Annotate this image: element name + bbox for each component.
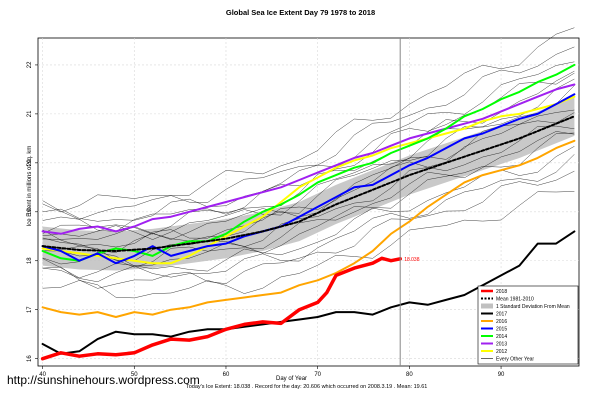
watermark-url[interactable]: http://sunshinehours.wordpress.com <box>7 373 200 387</box>
legend-label: 2017 <box>496 312 507 318</box>
every-other-year-line <box>42 170 575 289</box>
every-other-year-line <box>42 109 575 248</box>
legend-label: 2014 <box>496 334 507 340</box>
legend-label: 2016 <box>496 319 507 325</box>
x-tick-label: 60 <box>223 372 230 378</box>
y-axis-label: Ice Extent in millions of sq. km <box>27 145 33 227</box>
y-tick-label: 21 <box>27 110 33 117</box>
series-line-2016 <box>41 139 576 318</box>
highlight-series <box>40 63 576 361</box>
every-other-year-line <box>42 191 575 299</box>
plot-frame <box>37 37 580 367</box>
legend-label: Mean 1981-2010 <box>496 297 534 303</box>
every-other-year-line <box>42 46 575 220</box>
legend-box <box>477 285 579 365</box>
every-other-year-line <box>42 154 575 283</box>
legend-label: 2012 <box>496 349 507 355</box>
every-other-year-line <box>42 78 575 240</box>
chart-title: Global Sea Ice Extent Day 79 1978 to 201… <box>225 8 376 17</box>
every-other-year-line <box>42 132 575 267</box>
std-band <box>42 96 575 271</box>
x-tick-label: 40 <box>39 372 46 378</box>
series-line-2017 <box>41 230 576 355</box>
x-axis-ticks: 40 50 60 70 80 90 <box>39 366 505 378</box>
series-line-2018 <box>40 256 402 361</box>
every-other-year-line <box>42 131 575 268</box>
series-line-2015 <box>41 93 576 265</box>
legend-label: 2018 <box>496 289 507 295</box>
y-tick-label: 16 <box>27 355 33 362</box>
y-tick-label: 20 <box>27 159 33 166</box>
x-axis-label: Day of Year <box>276 376 308 382</box>
series-line-2014 <box>41 63 576 262</box>
y-tick-label: 18 <box>27 257 33 264</box>
x-tick-label: 80 <box>406 372 413 378</box>
legend-label: Every Other Year <box>496 357 534 363</box>
y-axis-ticks: 16 17 18 19 20 21 22 <box>27 61 38 362</box>
y-tick-label: 19 <box>27 208 33 215</box>
legend-label: 2013 <box>496 342 507 348</box>
series-line-mean-1981-2010 <box>41 115 576 252</box>
std-deviation-band <box>42 96 575 271</box>
x-tick-label: 90 <box>498 372 505 378</box>
legend-label: 2015 <box>496 327 507 333</box>
legend-swatch-band <box>481 303 493 309</box>
y-tick-label: 17 <box>27 306 33 313</box>
every-other-year-line <box>42 27 575 213</box>
footer-stats: Today's Ice Extent: 18.038 . Record for … <box>186 384 428 390</box>
current-value-label: 18.038 <box>404 257 420 263</box>
every-other-year-line <box>42 112 575 253</box>
series-line-2013 <box>41 83 576 235</box>
x-tick-label: 50 <box>131 372 138 378</box>
y-tick-label: 22 <box>27 61 33 68</box>
legend-label: 1 Standard Deviation From Mean <box>496 304 570 310</box>
x-tick-label: 70 <box>314 372 321 378</box>
every-other-year-line <box>42 61 575 222</box>
series-line-2012 <box>41 95 576 265</box>
